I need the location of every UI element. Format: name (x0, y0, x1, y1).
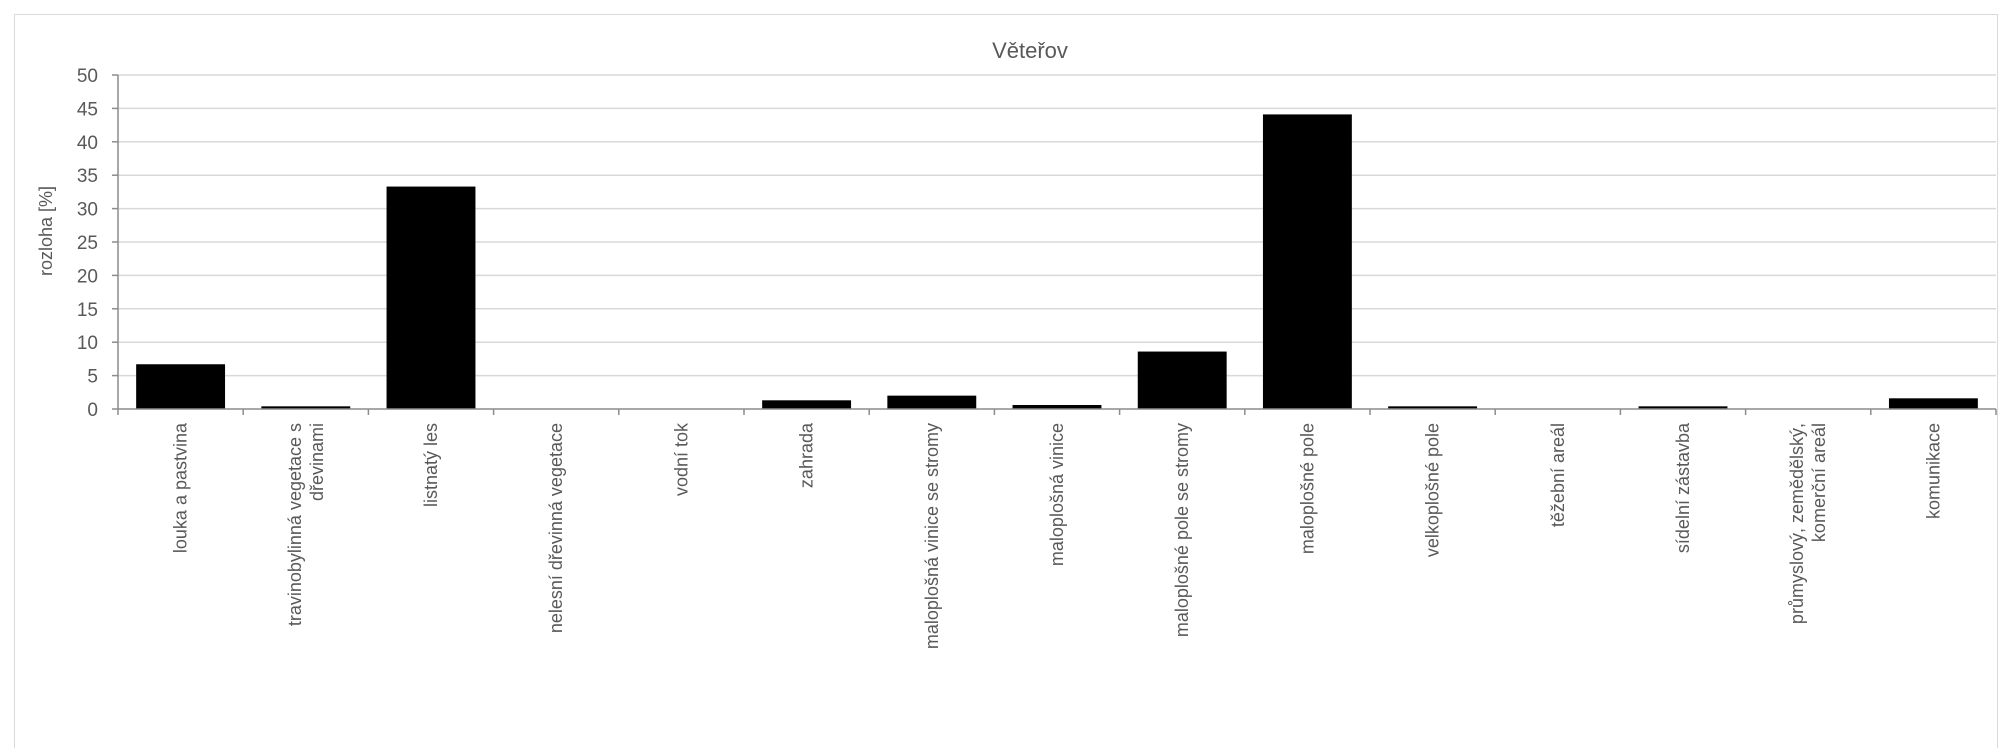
x-tick-label-line: vodní tok (671, 422, 691, 496)
bar (762, 400, 852, 409)
y-axis-label: rozloha [%] (36, 186, 56, 276)
bar (1638, 406, 1728, 409)
x-tick-label-line: maloplošná vinice se stromy (922, 423, 942, 649)
bar (1137, 351, 1227, 409)
x-tick-label-line: maloplošná vinice (1047, 423, 1067, 566)
x-tick-label: maloplošné pole se stromy (1172, 423, 1192, 637)
y-tick-label: 50 (77, 66, 98, 87)
y-tick-label: 0 (87, 400, 98, 421)
x-tick-label: maloplošná vinice se stromy (922, 423, 942, 649)
x-tick-label: vodní tok (671, 422, 691, 496)
x-tick-label: zahrada (797, 422, 817, 488)
x-tick-label-line: maloplošné pole se stromy (1172, 423, 1192, 637)
x-tick-label: komunikace (1923, 423, 1943, 519)
bar (261, 406, 351, 409)
x-tick-label: maloplošné pole (1297, 423, 1317, 554)
x-tick-label-line: sídelní zástavba (1673, 422, 1693, 553)
y-tick-label: 15 (77, 300, 98, 321)
x-tick-label-line: komunikace (1923, 423, 1943, 519)
x-tick-label-line: maloplošné pole (1297, 423, 1317, 554)
x-tick-label-line: listnatý les (421, 423, 441, 507)
x-tick-label-line: velkoplošné pole (1423, 423, 1443, 557)
bar (887, 395, 977, 409)
y-tick-label: 10 (77, 333, 98, 354)
x-tick-label: louka a pastvina (171, 422, 191, 553)
x-tick-label: těžební areál (1548, 423, 1568, 527)
x-tick-label-line: louka a pastvina (171, 422, 191, 553)
bar (1388, 406, 1478, 409)
bar (1262, 114, 1352, 410)
x-tick-label: maloplošná vinice (1047, 423, 1067, 566)
y-tick-label: 45 (77, 99, 98, 120)
y-tick-label: 25 (77, 233, 98, 254)
x-tick-label: sídelní zástavba (1673, 422, 1693, 553)
y-tick-label: 40 (77, 133, 98, 154)
x-tick-label: průmyslový, zemědělský, komerční areál (1787, 423, 1829, 624)
x-tick-label-line: nelesní dřevinná vegetace (546, 423, 566, 633)
x-tick-label: travinobylinná vegetace s dřevinami (285, 423, 327, 626)
x-tick-labels: louka a pastvina travinobylinná vegetace … (171, 422, 1944, 649)
chart-title: Věteřov (992, 38, 1068, 63)
x-tick-label-line: komerční areál (1809, 423, 1829, 542)
bar (1012, 404, 1102, 409)
chart-frame (14, 14, 1998, 748)
x-tick-label: nelesní dřevinná vegetace (546, 423, 566, 633)
bar (386, 186, 476, 409)
y-tick-labels: 0 5 10 15 20 25 30 35 40 45 50 (77, 66, 118, 421)
x-tick-label-line: travinobylinná vegetace s (285, 423, 305, 626)
bar (1888, 398, 1978, 409)
x-tick-label: listnatý les (421, 423, 441, 507)
x-tick-label-line: zahrada (797, 422, 817, 488)
y-tick-label: 35 (77, 166, 98, 187)
y-tick-label: 30 (77, 200, 98, 221)
y-tick-label: 20 (77, 266, 98, 287)
x-tick-label-line: průmyslový, zemědělský, (1787, 423, 1807, 624)
y-tick-label: 5 (87, 367, 98, 388)
bars (136, 114, 1978, 410)
x-tick-label-line: těžební areál (1548, 423, 1568, 527)
x-tick-label: velkoplošné pole (1423, 423, 1443, 557)
bar (136, 364, 226, 409)
x-tick-label-line: dřevinami (307, 423, 327, 501)
